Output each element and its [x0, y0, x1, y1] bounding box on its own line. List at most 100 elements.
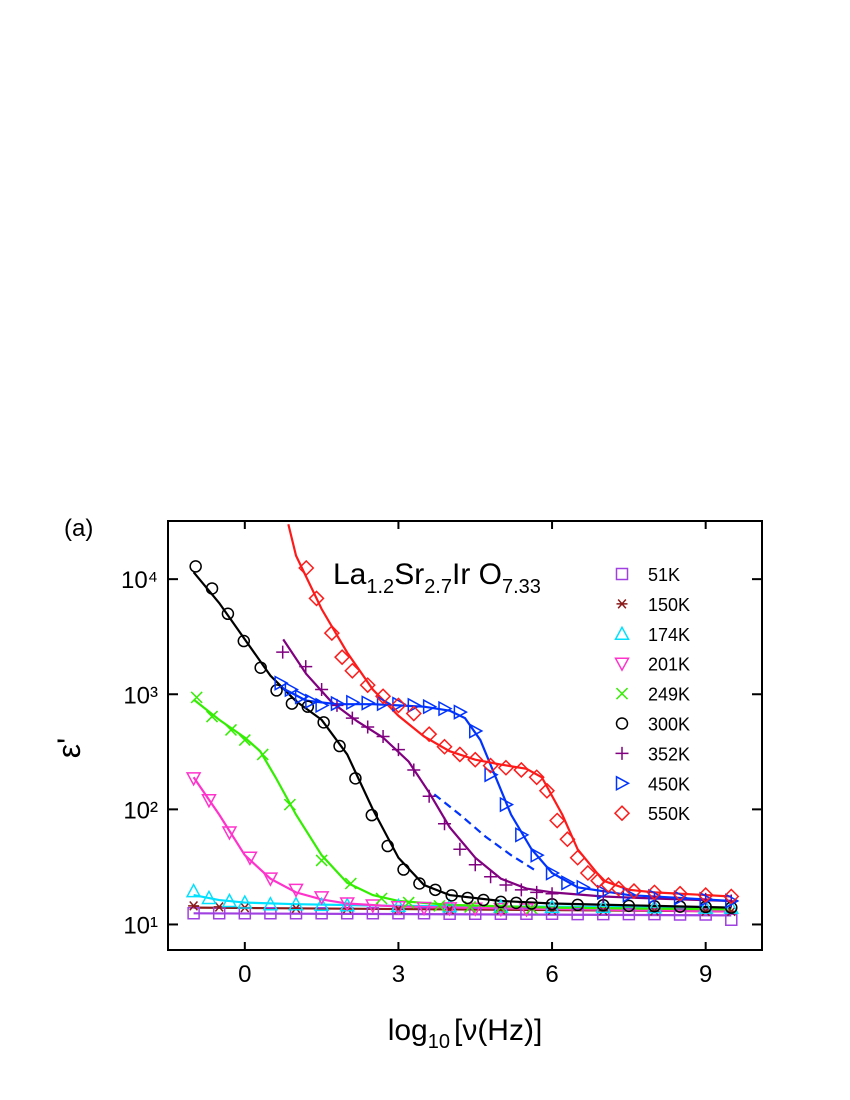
marker	[349, 772, 362, 785]
marker	[334, 649, 351, 666]
legend-marker	[614, 657, 630, 672]
marker	[254, 661, 267, 674]
marker	[509, 896, 523, 910]
marker	[276, 645, 290, 659]
marker	[467, 751, 484, 768]
title-part: Ir O	[452, 558, 502, 591]
marker	[514, 883, 528, 897]
marker	[390, 901, 407, 916]
y-tick-label: 10¹	[123, 912, 158, 939]
marker	[453, 842, 467, 856]
marker	[365, 808, 379, 822]
marker	[344, 662, 361, 679]
marker	[530, 847, 545, 863]
marker	[391, 743, 405, 757]
marker	[482, 757, 499, 774]
marker	[576, 879, 591, 896]
marker	[433, 899, 446, 912]
marker	[375, 688, 392, 705]
marker	[579, 864, 596, 882]
y-tick-label: 10²	[123, 797, 158, 824]
marker	[283, 798, 296, 811]
marker	[376, 695, 392, 712]
marker	[188, 900, 200, 911]
legend-marker	[615, 775, 631, 792]
marker	[402, 896, 415, 909]
x-tick-label: 3	[392, 961, 405, 988]
marker	[262, 896, 279, 911]
marker	[212, 907, 226, 920]
marker	[333, 739, 346, 753]
marker	[284, 681, 299, 698]
legend-label: 550K	[648, 804, 690, 824]
marker	[494, 895, 508, 909]
fit-line	[192, 571, 732, 909]
marker	[264, 907, 277, 920]
marker	[407, 697, 422, 714]
marker	[600, 876, 617, 894]
marker	[221, 892, 238, 908]
marker	[315, 907, 328, 920]
marker	[571, 907, 584, 921]
marker	[206, 710, 219, 723]
marker	[477, 893, 490, 907]
marker	[270, 684, 283, 697]
marker	[330, 695, 346, 712]
marker	[365, 899, 381, 914]
title-part: Sr	[394, 558, 424, 591]
fit-line	[280, 686, 732, 903]
legend-label: 51K	[648, 565, 680, 585]
marker	[224, 723, 238, 736]
y-tick-label: 10⁴	[121, 567, 158, 594]
marker	[288, 883, 304, 898]
marker	[299, 660, 313, 674]
fit-line	[433, 793, 538, 873]
marker	[294, 689, 310, 705]
marker	[201, 793, 217, 809]
legend-marker	[615, 746, 629, 760]
marker	[549, 812, 566, 829]
marker	[417, 907, 431, 920]
marker	[359, 677, 376, 694]
marker	[468, 723, 484, 739]
marker	[262, 872, 279, 887]
legend-marker	[615, 687, 629, 700]
marker	[525, 897, 538, 910]
title-part: La	[333, 558, 367, 591]
marker	[597, 884, 612, 901]
marker	[646, 884, 663, 901]
x-axis-label-part: log	[388, 1014, 428, 1047]
title-sub: 7.33	[502, 576, 541, 598]
marker	[559, 831, 576, 848]
marker	[317, 716, 330, 729]
marker	[569, 849, 586, 866]
marker	[545, 887, 559, 901]
marker	[561, 875, 576, 891]
marker	[416, 901, 432, 917]
marker	[375, 892, 388, 905]
legend-label: 201K	[648, 655, 690, 675]
marker	[672, 885, 689, 902]
legend-marker	[615, 567, 629, 581]
marker	[422, 698, 438, 715]
marker	[545, 865, 561, 881]
marker	[237, 894, 253, 909]
legend-marker	[614, 625, 630, 641]
marker	[298, 559, 315, 577]
marker	[461, 891, 474, 905]
x-tick-label: 0	[238, 961, 251, 988]
marker	[361, 720, 375, 734]
marker	[313, 891, 330, 906]
marker	[622, 907, 636, 921]
marker	[441, 902, 458, 917]
marker	[221, 607, 235, 621]
marker	[595, 898, 612, 914]
marker	[189, 560, 202, 573]
marker	[468, 907, 482, 920]
marker	[622, 899, 636, 913]
marker	[723, 888, 740, 905]
marker	[590, 872, 607, 889]
marker	[544, 898, 560, 914]
marker	[397, 863, 410, 876]
